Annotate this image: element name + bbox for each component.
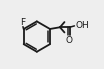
Text: F: F: [20, 18, 26, 27]
Text: OH: OH: [75, 21, 89, 30]
Text: O: O: [65, 36, 72, 45]
